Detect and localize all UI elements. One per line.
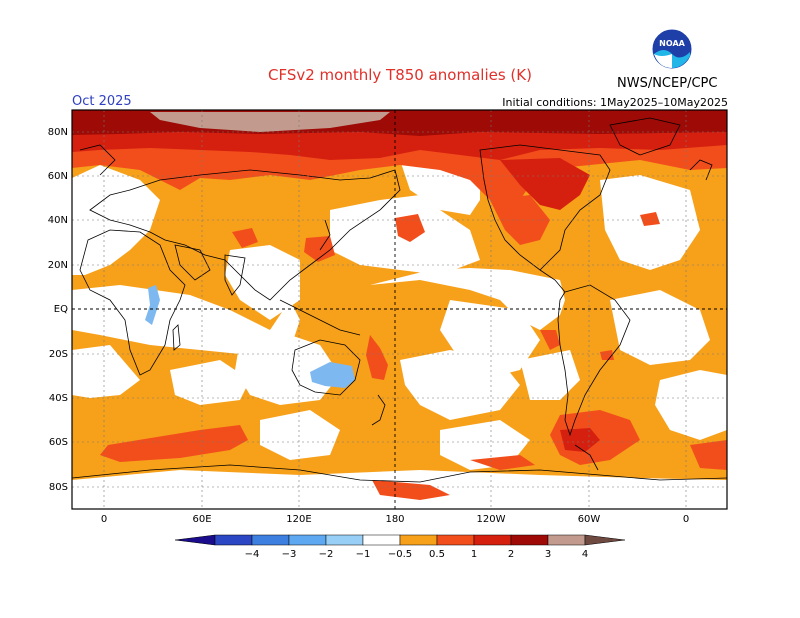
color-bar: −4 −3 −2 −1 −0.5 0.5 1 2 3 4 <box>174 534 626 560</box>
colorbar-segment <box>547 534 586 546</box>
lat-label: EQ <box>54 304 68 315</box>
lat-label: 20N <box>48 260 68 271</box>
neutral-regions <box>72 150 727 509</box>
colorbar-label: −1 <box>356 549 371 560</box>
forecast-month: Oct 2025 <box>72 94 132 109</box>
agency-label: NWS/NCEP/CPC <box>617 76 718 91</box>
colorbar-segment <box>510 534 549 546</box>
colorbar-label: −4 <box>245 549 260 560</box>
colorbar-segment <box>288 534 327 546</box>
very-extreme-anomaly-region <box>150 112 390 132</box>
map-title: CFSv2 monthly T850 anomalies (K) <box>268 66 532 84</box>
colorbar-segment <box>251 534 290 546</box>
colorbar-segment <box>436 534 475 546</box>
colorbar-label: −2 <box>319 549 334 560</box>
latitude-labels: 80N 60N 40N 20N EQ 20S 40S 60S 80S <box>48 127 68 493</box>
map-frame <box>71 109 728 510</box>
lon-label: 60E <box>192 514 211 525</box>
noaa-logo: NOAA <box>651 28 693 70</box>
colorbar-label: 4 <box>582 549 588 560</box>
lon-label: 60W <box>578 514 601 525</box>
anomaly-field <box>72 110 727 509</box>
coastlines <box>72 117 727 483</box>
colorbar-label: 1 <box>471 549 477 560</box>
lon-label: 0 <box>683 514 689 525</box>
lon-label: 120W <box>477 514 506 525</box>
lat-label: 60S <box>49 437 68 448</box>
colorbar-arrow-low <box>174 534 216 546</box>
colorbar-label: −0.5 <box>388 549 412 560</box>
lat-label: 80N <box>48 127 68 138</box>
grid-lines <box>72 110 727 509</box>
colorbar-segment <box>399 534 438 546</box>
colorbar-label: 3 <box>545 549 551 560</box>
noaa-logo-text: NOAA <box>659 39 685 48</box>
colorbar-segment <box>325 534 364 546</box>
colorbar-segment <box>214 534 253 546</box>
lat-label: 80S <box>49 482 68 493</box>
colorbar-segment <box>362 534 401 546</box>
lon-label: 0 <box>101 514 107 525</box>
colorbar-label: 0.5 <box>429 549 445 560</box>
colorbar-segment <box>473 534 512 546</box>
lat-label: 20S <box>49 349 68 360</box>
lon-label: 180 <box>385 514 404 525</box>
colorbar-label: 2 <box>508 549 514 560</box>
lat-label: 40S <box>49 393 68 404</box>
equator-dateline <box>72 110 727 509</box>
initial-conditions: Initial conditions: 1May2025–10May2025 <box>502 96 728 109</box>
lon-label: 120E <box>286 514 311 525</box>
colorbar-arrow-high <box>584 534 626 546</box>
lat-label: 40N <box>48 215 68 226</box>
colorbar-label: −3 <box>282 549 297 560</box>
negative-anomaly-regions <box>145 285 355 388</box>
lat-label: 60N <box>48 171 68 182</box>
longitude-labels: 0 60E 120E 180 120W 60W 0 <box>101 514 689 525</box>
